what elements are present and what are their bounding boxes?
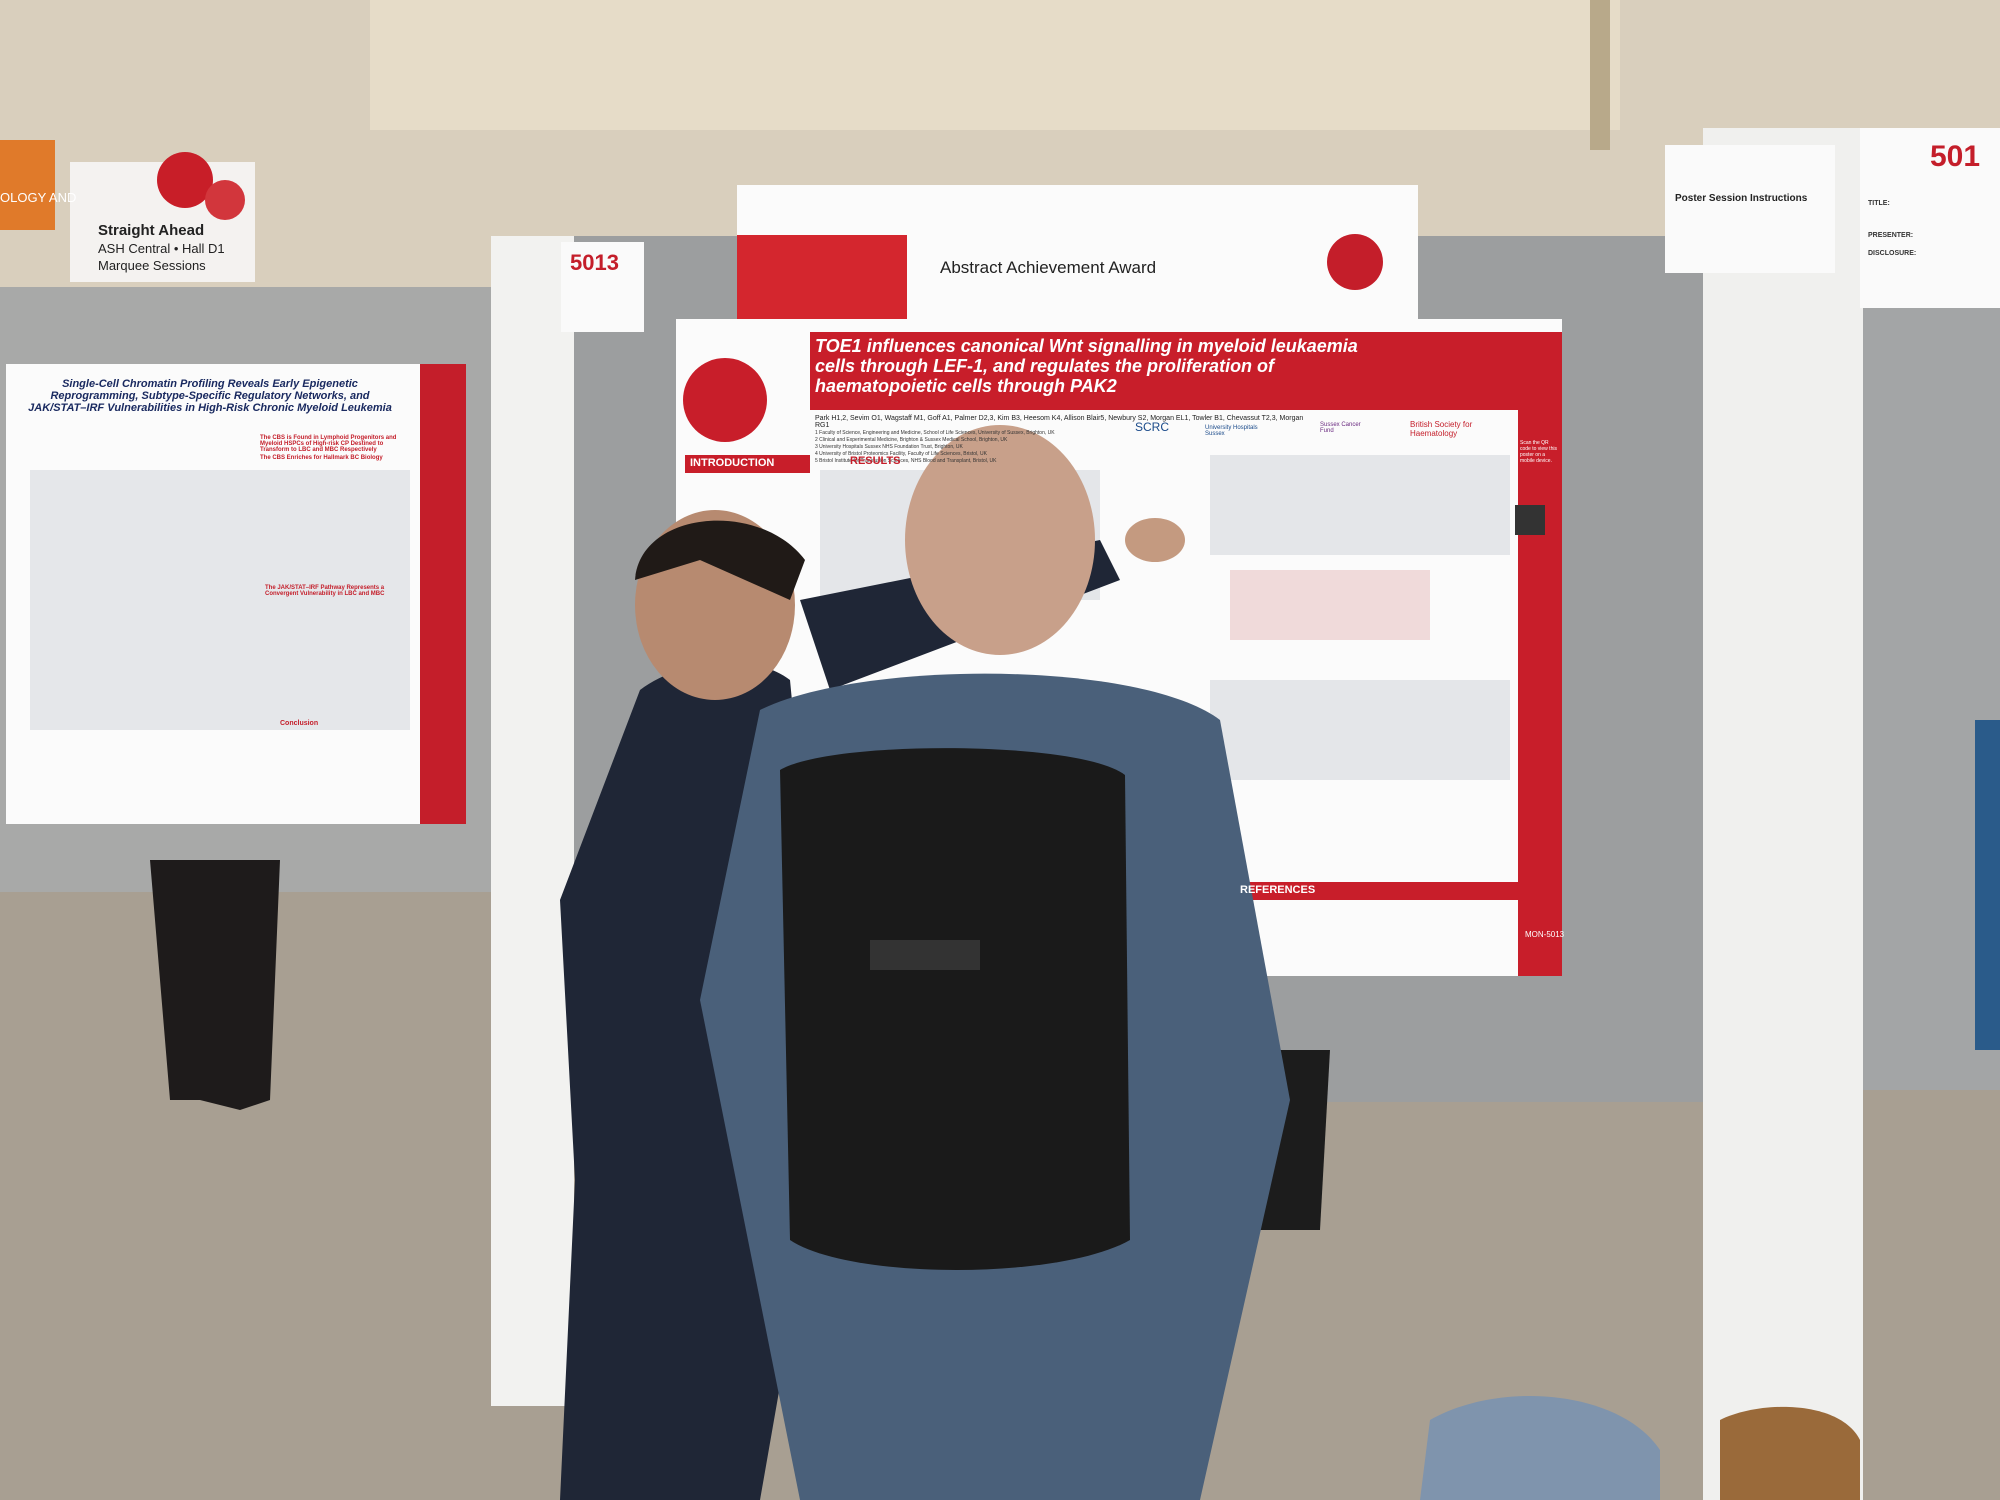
backpack — [780, 748, 1130, 1270]
number-placard — [561, 242, 644, 332]
presenter-hand — [1125, 518, 1185, 562]
instructions-sign — [1665, 145, 1835, 273]
left-poster-figures — [30, 470, 410, 730]
section-heading: Conclusion — [280, 720, 319, 727]
edge-sign-text: OLOGY AND — [0, 190, 77, 205]
main-side-band — [1518, 332, 1562, 976]
decor-cell — [157, 152, 213, 208]
decor-cell — [205, 180, 245, 220]
next-placard — [1860, 128, 2000, 308]
affiliation: 1 Faculty of Science, Engineering and Me… — [815, 430, 1055, 436]
field-label: TITLE: — [1868, 200, 1890, 207]
volcano-plot — [1230, 570, 1430, 640]
presenter-hair — [635, 520, 805, 600]
left-poster-title: Single-Cell Chromatin Profiling Reveals … — [28, 378, 392, 414]
divider-panel — [1703, 128, 1863, 1500]
section-heading: INTRODUCTION — [690, 457, 775, 469]
qr-code — [1515, 505, 1545, 535]
poster-number: 5013 — [570, 250, 619, 275]
poster-edge — [1975, 720, 2000, 1050]
affiliation: 4 University of Bristol Proteomics Facil… — [815, 451, 987, 457]
logo-text: University Hospitals Sussex — [1205, 425, 1258, 437]
wall-panel — [370, 0, 1620, 130]
next-poster-number: 501 — [1930, 140, 1981, 173]
logo-text: SCRC — [1135, 420, 1170, 434]
bag — [1720, 1406, 1860, 1500]
ash-logo — [683, 358, 767, 442]
section-heading: The JAK/STAT–IRF Pathway Represents a Co… — [265, 585, 385, 597]
visitor-head — [905, 425, 1095, 655]
left-poster-band — [420, 364, 466, 824]
instructions-heading: Poster Session Instructions — [1675, 193, 1808, 204]
section-band — [685, 455, 810, 473]
logo-text: Sussex Cancer Fund — [1320, 422, 1361, 434]
section-heading: The CBS Enriches for Hallmark BC Biology — [260, 455, 383, 461]
authors: Park H1,2, Sevim O1, Wagstaff M1, Goff A… — [815, 415, 1304, 429]
main-poster-title: TOE1 influences canonical Wnt signalling… — [815, 336, 1358, 396]
award-title: Abstract Achievement Award — [940, 258, 1157, 277]
person-background — [150, 860, 280, 1110]
section-band — [1220, 882, 1520, 900]
affiliation: 2 Clinical and Experimental Medicine, Br… — [815, 437, 1008, 443]
logo-text: British Society for Haematology — [1410, 420, 1473, 438]
section-heading: The CBS is Found in Lymphoid Progenitors… — [260, 435, 397, 453]
affiliation: 5 Bristol Institute for Transfusion Scie… — [815, 458, 997, 464]
affiliation: 3 University Hospitals Sussex NHS Founda… — [815, 444, 963, 450]
field-label: PRESENTER: — [1868, 232, 1914, 239]
hall-sign-text: ASH Central • Hall D1 — [98, 241, 225, 256]
section-heading: RESULTS — [850, 455, 901, 467]
figure — [1210, 680, 1510, 780]
bag — [1420, 1396, 1660, 1500]
backpack-tag — [870, 940, 980, 970]
section-heading: REFERENCES — [1240, 884, 1316, 896]
field-label: DISCLOSURE: — [1868, 250, 1917, 257]
poster-code: MON-5013 — [1525, 930, 1565, 939]
hall-sign-text: Straight Ahead — [98, 222, 205, 239]
figure — [1210, 455, 1510, 555]
hall-sign-text: Marquee Sessions — [98, 258, 206, 273]
orange-sign — [0, 140, 55, 230]
main-title-band — [810, 332, 1518, 410]
column — [1590, 0, 1610, 150]
ash-logo — [1327, 234, 1383, 290]
qr-note: Scan the QR code to view this poster on … — [1520, 440, 1557, 464]
divider-panel — [491, 236, 574, 1406]
